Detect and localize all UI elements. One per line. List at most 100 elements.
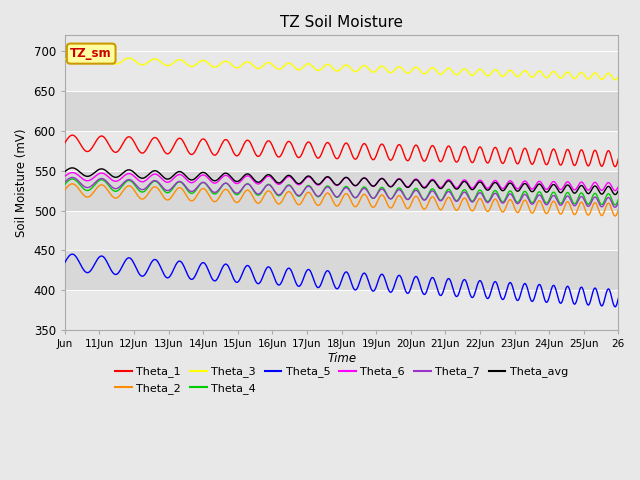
Theta_2 [611,213,619,219]
Theta_avg [185,176,193,182]
Bar [65,51,618,91]
Theta_6 [410,178,417,183]
Theta_1 [61,140,68,146]
Theta_avg [614,188,622,193]
Theta_5 [410,277,417,283]
Theta_avg [129,168,136,174]
Theta_7 [185,187,193,193]
Theta_7 [129,179,136,184]
Theta_2 [410,196,417,202]
Theta_6 [72,170,79,176]
Theta_5 [426,279,433,285]
Theta_7 [426,191,433,196]
Theta_5 [72,253,79,259]
Theta_2 [61,187,68,193]
Theta_avg [214,176,222,182]
Theta_6 [68,169,76,175]
Theta_1 [410,145,417,151]
Theta_7 [61,179,68,185]
Theta_1 [185,149,193,155]
Line: Theta_3: Theta_3 [65,56,618,80]
Theta_2 [129,185,136,191]
Theta_4 [614,197,622,203]
Theta_3 [129,56,136,62]
Theta_6 [611,188,619,193]
Line: Theta_6: Theta_6 [65,172,618,191]
Theta_2 [185,196,193,202]
Bar [65,251,618,290]
Theta_3 [426,66,433,72]
Theta_5 [214,275,222,280]
Theta_3 [611,77,619,83]
Theta_6 [129,172,136,178]
Theta_avg [426,180,433,185]
Theta_6 [214,179,222,184]
Theta_6 [614,184,622,190]
Theta_3 [410,65,417,71]
Theta_6 [185,179,193,184]
Theta_7 [72,176,79,181]
Theta_1 [129,137,136,143]
Theta_5 [614,295,622,301]
X-axis label: Time: Time [327,352,356,365]
Theta_avg [68,165,76,171]
Bar [65,91,618,131]
Theta_avg [410,179,417,184]
Theta_1 [72,134,79,140]
Theta_3 [614,74,622,80]
Title: TZ Soil Moisture: TZ Soil Moisture [280,15,403,30]
Theta_6 [61,173,68,179]
Theta_7 [410,189,417,195]
Theta_5 [185,274,193,280]
Theta_4 [61,181,68,187]
Theta_3 [72,54,79,60]
Theta_avg [72,166,79,172]
Theta_3 [185,62,193,68]
Theta_1 [68,132,76,138]
Theta_4 [214,189,222,195]
Bar [65,211,618,251]
Theta_avg [61,168,68,174]
Theta_4 [410,188,417,193]
Theta_4 [426,189,433,194]
Bar [65,290,618,330]
Theta_5 [68,252,76,257]
Theta_avg [611,192,619,197]
Theta_3 [61,56,68,62]
Line: Theta_avg: Theta_avg [65,168,618,194]
Line: Theta_5: Theta_5 [65,254,618,307]
Theta_1 [214,149,222,155]
Theta_3 [68,53,76,59]
Theta_2 [214,196,222,202]
Theta_1 [426,146,433,152]
Line: Theta_1: Theta_1 [65,135,618,167]
Theta_5 [129,258,136,264]
Theta_7 [614,200,622,205]
Theta_5 [611,304,619,310]
Theta_4 [68,176,76,182]
Theta_4 [72,177,79,183]
Y-axis label: Soil Moisture (mV): Soil Moisture (mV) [15,129,28,237]
Theta_3 [214,63,222,69]
Line: Theta_4: Theta_4 [65,179,618,205]
Theta_2 [426,197,433,203]
Theta_4 [185,189,193,195]
Theta_2 [614,207,622,213]
Theta_4 [611,202,619,208]
Bar [65,131,618,171]
Line: Theta_7: Theta_7 [65,178,618,207]
Theta_7 [68,175,76,180]
Bar [65,36,618,51]
Theta_2 [68,181,76,187]
Theta_1 [611,164,619,169]
Theta_5 [61,260,68,265]
Legend: Theta_1, Theta_2, Theta_3, Theta_4, Theta_5, Theta_6, Theta_7, Theta_avg: Theta_1, Theta_2, Theta_3, Theta_4, Thet… [111,362,572,398]
Theta_6 [426,179,433,184]
Text: TZ_sm: TZ_sm [70,47,112,60]
Line: Theta_2: Theta_2 [65,184,618,216]
Theta_4 [129,180,136,185]
Bar [65,171,618,211]
Theta_7 [611,204,619,210]
Theta_7 [214,188,222,193]
Theta_1 [614,156,622,162]
